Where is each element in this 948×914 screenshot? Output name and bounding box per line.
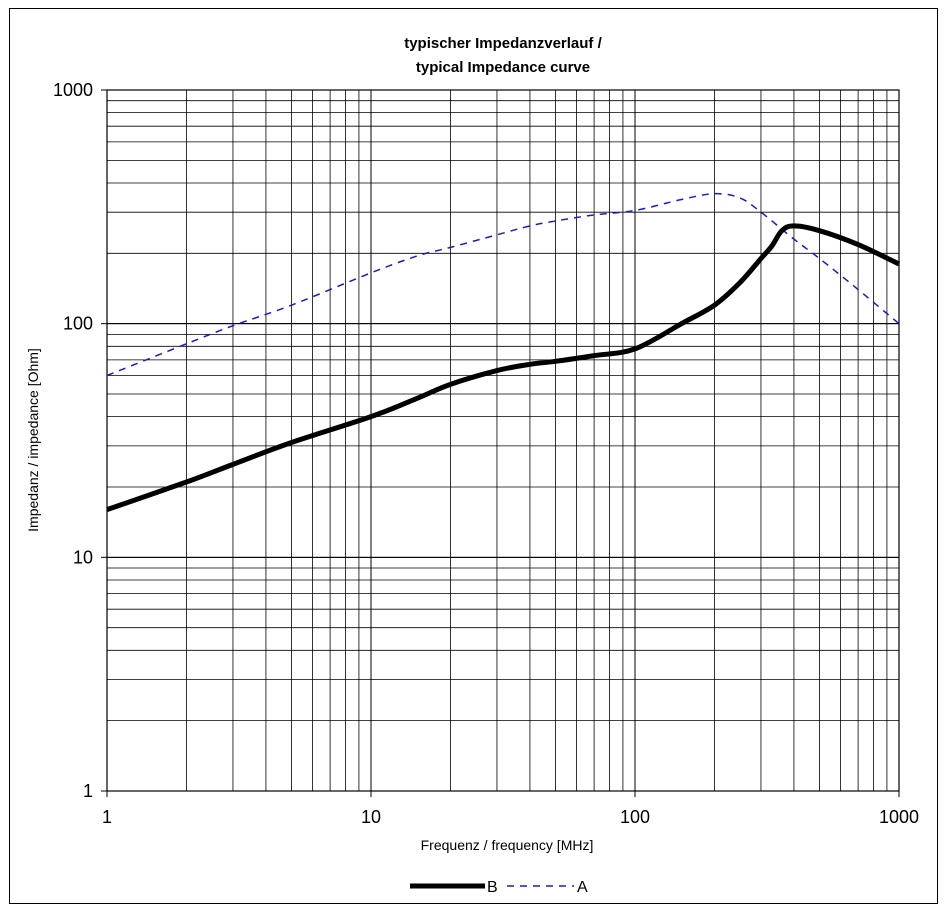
- x-tick-label: 10: [361, 807, 381, 827]
- x-axis-label: Frequenz / frequency [MHz]: [421, 837, 594, 853]
- grid: [106, 89, 900, 792]
- y-tick-label: 1000: [53, 80, 93, 100]
- y-axis-label: Impedanz / impedance [Ohm]: [25, 348, 41, 532]
- series-layer: [106, 192, 901, 512]
- y-tick-label: 10: [73, 547, 93, 567]
- x-tick-label: 1000: [879, 807, 919, 827]
- tick-labels: 1 10 100 1000 1 10 100 1000: [53, 80, 919, 827]
- y-tick-label: 1: [83, 781, 93, 801]
- legend: B A: [410, 879, 588, 896]
- x-tick-label: 1: [102, 807, 112, 827]
- chart-title-line2: typical Impedance curve: [416, 59, 590, 76]
- chart-title-line1: typischer Impedanzverlauf /: [404, 35, 602, 52]
- x-tick-label: 100: [620, 807, 650, 827]
- legend-label-a: A: [577, 879, 588, 896]
- legend-label-b: B: [487, 879, 498, 896]
- series-a-line: [106, 192, 900, 377]
- chart-frame: [9, 8, 938, 904]
- series-b-line: [106, 223, 901, 512]
- plot-area-border: [106, 89, 900, 792]
- y-tick-label: 100: [63, 314, 93, 334]
